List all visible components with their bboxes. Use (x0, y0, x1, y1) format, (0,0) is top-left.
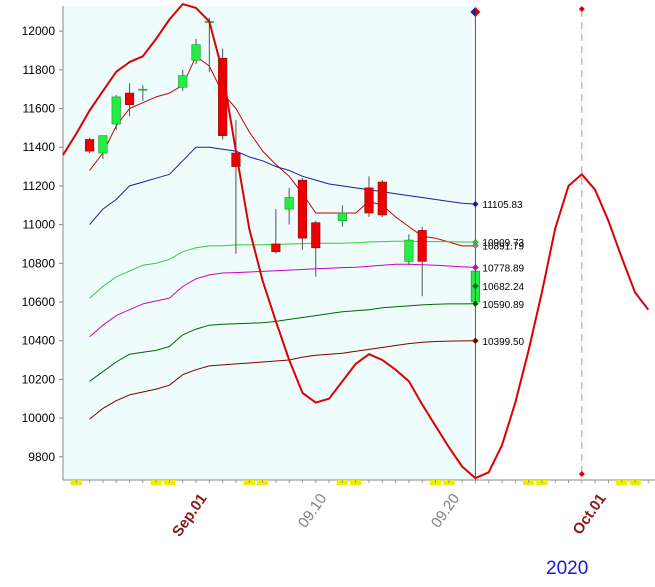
y-tick-label: 10200 (22, 372, 56, 386)
overlay-markers: 11105.83 10909.73 10778.89 10590.89 10399.50… (62, 3, 650, 480)
series-line (89, 146, 476, 225)
y-tick-label: 10000 (22, 411, 56, 425)
end-marker (472, 282, 479, 290)
candle-body (337, 212, 347, 222)
y-tick-label: 11800 (23, 63, 56, 77)
end-value-label: 10891.79 (482, 242, 524, 253)
y-tick-label: 10600 (22, 295, 56, 309)
y-tick-label: 11400 (23, 140, 56, 154)
forecast-marker-bottom (578, 471, 585, 477)
end-value-label: 10590.89 (482, 300, 524, 311)
candle-body (124, 92, 135, 105)
end-value-label: 10909.73 (482, 238, 524, 249)
diamond-marker-left (470, 7, 476, 17)
series-line (89, 303, 476, 382)
end-value-label: 11105.83 (482, 200, 523, 211)
candle-body (191, 44, 201, 61)
end-marker (472, 200, 479, 208)
candle-body (271, 243, 281, 253)
series-line (89, 263, 476, 338)
y-axis: 9800 10000 10200 10400 10600 10800 11000 11200 1… (22, 6, 64, 480)
end-value-label: 10682.24 (482, 282, 524, 293)
year-label: 2020 (546, 558, 589, 579)
candle-body (297, 179, 308, 239)
candle-body (111, 96, 121, 125)
candle-body (284, 197, 294, 210)
x-tick-label: Oct.01 (569, 491, 609, 538)
x-tick-label: 09.10 (295, 491, 330, 532)
future-area-background (472, 6, 655, 480)
x-axis: Sep.01 09.10 09.20 Oct.01 (63, 479, 655, 540)
series-line (89, 55, 476, 247)
forecast-marker-top (578, 6, 585, 12)
candle-body (364, 187, 374, 214)
end-marker (472, 337, 479, 345)
end-value-label: 10399.50 (482, 337, 524, 348)
y-tick-label: 10800 (22, 256, 56, 270)
candle-body (138, 88, 148, 91)
end-marker (472, 242, 479, 249)
candle-body (98, 135, 108, 154)
y-tick-label: 11600 (23, 102, 56, 116)
series-line (62, 3, 650, 480)
candle-body (377, 181, 387, 216)
end-marker (472, 264, 479, 271)
end-value-label: 10778.89 (482, 263, 524, 274)
candle-body (85, 139, 95, 152)
end-marker (472, 300, 479, 308)
candle-body (404, 239, 414, 262)
y-tick-label: 9800 (28, 450, 55, 464)
x-tick-label: 09.20 (428, 491, 463, 532)
candle-body (417, 230, 427, 262)
series-line (89, 340, 476, 420)
y-tick-label: 10400 (22, 334, 56, 348)
candle-body (311, 222, 321, 249)
plot-background (63, 6, 472, 480)
y-tick-label: 11200 (23, 179, 56, 193)
candle-body (178, 75, 188, 88)
diamond-marker-right (475, 7, 481, 17)
x-tick-label: Sep.01 (169, 491, 211, 540)
y-tick-label: 12000 (22, 24, 56, 38)
y-tick-label: 11000 (23, 218, 56, 232)
